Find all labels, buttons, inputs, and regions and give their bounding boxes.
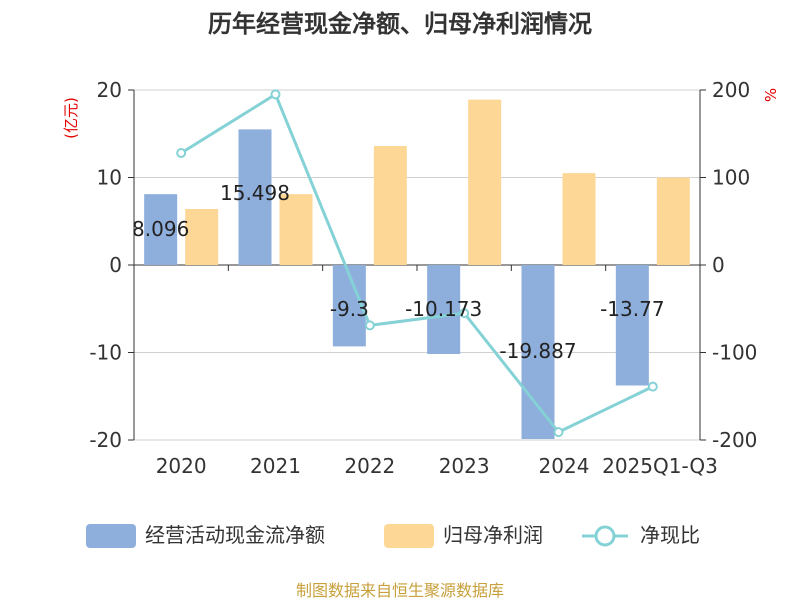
data-label-cashflow: -9.3 [330,297,369,321]
bar-cashflow [427,265,461,355]
data-label-cashflow: -10.173 [405,297,482,321]
legend-label-profit: 归母净利润 [443,523,543,547]
data-labels: 8.096 15.498 -9.3 -10.173 -19.887 -13.77 [132,181,665,363]
ratio-point [176,148,187,158]
bar-cashflow [521,265,555,440]
right-axis: 200 100 0 -100 -200 [700,78,757,452]
right-tick-label: 0 [712,253,725,277]
ratio-point [553,427,564,438]
left-tick-label: -20 [89,428,122,452]
right-axis-unit: % [762,88,780,102]
ratio-point [459,308,470,319]
legend-swatch-ratio-marker [594,525,616,547]
data-label-cashflow: 15.498 [220,181,290,205]
chart-title: 历年经营现金净额、归母净利润情况 [208,10,592,38]
ratio-line [176,89,658,438]
x-axis: 2020 2021 2022 2023 2024 2025Q1-Q3 [133,265,718,478]
legend-swatch-profit [384,524,434,548]
x-tick-label: 2020 [156,454,207,478]
x-tick-label: 2024 [539,454,590,478]
data-label-cashflow: 8.096 [132,217,189,241]
ratio-point [647,381,658,392]
legend-label-ratio: 净现比 [640,523,700,547]
left-tick-label: -10 [89,341,122,365]
data-label-cashflow: -19.887 [499,339,576,363]
bar-cashflow [615,265,649,386]
legend-swatch-cashflow [86,524,136,548]
x-tick-label: 2025Q1-Q3 [602,454,718,478]
bar-profit [185,209,219,265]
data-source: 制图数据来自恒生聚源数据库 [296,581,504,600]
right-tick-label: 200 [712,78,750,102]
bar-profit [562,173,596,265]
bar-cashflow [238,129,272,265]
left-axis: 20 10 0 -10 -20 [89,78,134,452]
bar-cashflow [144,194,178,265]
bar-profit [468,99,502,265]
left-tick-label: 10 [97,166,122,190]
ratio-point [270,89,281,100]
left-axis-unit: (亿元) [62,97,80,139]
x-tick-label: 2022 [344,454,395,478]
bars [144,99,690,440]
ratio-point [364,320,375,331]
right-tick-label: -200 [712,428,757,452]
bar-profit [373,146,407,265]
right-tick-label: -100 [712,341,757,365]
bar-profit [656,177,690,265]
legend-label-cashflow: 经营活动现金流净额 [145,523,325,547]
left-tick-label: 0 [109,253,122,277]
data-label-cashflow: -13.77 [600,297,664,321]
right-tick-label: 100 [712,166,750,190]
bar-profit [279,194,313,265]
x-tick-label: 2021 [250,454,301,478]
left-tick-label: 20 [97,78,122,102]
legend: 经营活动现金流净额 归母净利润 净现比 [86,523,700,548]
x-tick-label: 2023 [439,454,490,478]
ratio-line-path [180,92,654,434]
